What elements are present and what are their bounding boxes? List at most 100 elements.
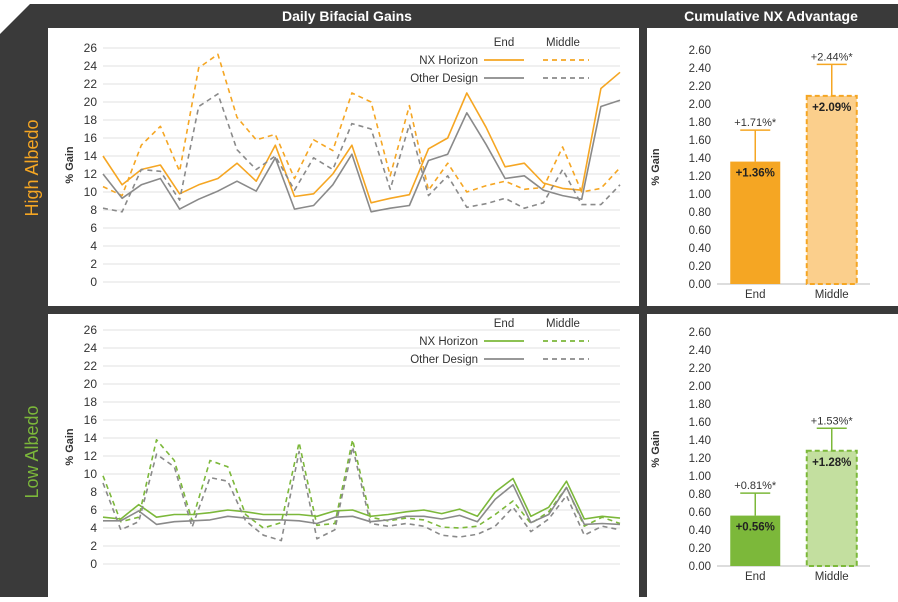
- low-daily-ytick-label: 16: [84, 413, 98, 427]
- low-daily-legend-nx: NX Horizon: [419, 336, 478, 348]
- low-cum-ylabel: % Gain: [650, 430, 662, 468]
- high-daily-series-line-0: [102, 71, 621, 204]
- high-cum-ytick-label: 1.60: [689, 135, 711, 147]
- high-daily-series-line-3: [102, 93, 621, 213]
- low-cum-data-label: +0.56%: [736, 522, 775, 534]
- high-cum-ytick-label: 1.40: [689, 153, 711, 165]
- high-daily-series-line-2: [102, 99, 621, 213]
- high-cum-x-tick-label: End: [745, 289, 765, 301]
- low-cum-ytick-label: 1.20: [689, 453, 711, 465]
- low-daily-ytick-label: 26: [84, 323, 98, 337]
- low-daily-ytick-label: 14: [84, 431, 98, 445]
- high-cum-ylabel: % Gain: [650, 148, 662, 186]
- high-cum-ytick-label: 1.80: [689, 117, 711, 129]
- low-cum-error-label: +1.53%*: [811, 415, 854, 427]
- high-cum-ytick-label: 0.40: [689, 243, 711, 255]
- high-daily-legend-col-middle: Middle: [546, 37, 580, 49]
- low-cum-error-label: +0.81%*: [734, 480, 777, 492]
- low-daily-legend-col-end: End: [494, 318, 514, 330]
- low-cum-ytick-label: 2.40: [689, 345, 711, 357]
- low-cum-ytick-label: 0.00: [689, 561, 711, 573]
- low-daily-series-line-3: [102, 446, 621, 542]
- frame-left-strip: [0, 4, 48, 597]
- low-daily-ylabel: % Gain: [64, 428, 76, 466]
- high-daily-ytick-label: 2: [90, 257, 97, 271]
- row-label-high-albedo: High Albedo: [22, 119, 42, 216]
- low-cum-ytick-label: 2.60: [689, 327, 711, 339]
- header-cumulative: Cumulative NX Advantage: [684, 8, 858, 24]
- low-daily-ytick-label: 12: [84, 449, 98, 463]
- high-cum-ytick-label: 0.80: [689, 207, 711, 219]
- high-cum-error-label: +2.44%*: [811, 51, 854, 63]
- high-cum-ytick-label: 2.20: [689, 81, 711, 93]
- high-daily-series-line-1: [102, 53, 621, 197]
- high-cum-ytick-label: 1.00: [689, 189, 711, 201]
- high-daily-legend-other: Other Design: [410, 73, 478, 85]
- high-cum-bar-end: [730, 161, 781, 284]
- high-cum-bar-middle: [805, 94, 858, 286]
- frame-row-divider: [48, 306, 898, 314]
- high-cum-ytick-label: 2.40: [689, 63, 711, 75]
- low-cum-ytick-label: 1.60: [689, 417, 711, 429]
- high-cum-error-label: +1.71%*: [734, 117, 777, 129]
- low-cum-x-tick-label: End: [745, 571, 765, 583]
- low-cum-bar-end: [730, 515, 781, 566]
- high-cum-x-tick-label: Middle: [815, 289, 849, 301]
- low-daily-ytick-label: 8: [90, 485, 97, 499]
- low-cum-data-label: +1.28%: [812, 457, 851, 469]
- header-daily: Daily Bifacial Gains: [282, 8, 412, 24]
- high-cum-data-label: +1.36%: [736, 168, 775, 180]
- low-cum-ytick-label: 0.20: [689, 543, 711, 555]
- high-daily-ytick-label: 24: [84, 59, 98, 73]
- high-daily-ytick-label: 4: [90, 239, 97, 253]
- low-cum-ytick-label: 0.80: [689, 489, 711, 501]
- high-daily-legend-col-end: End: [494, 37, 514, 49]
- low-daily-legend-col-middle: Middle: [546, 318, 580, 330]
- low-daily-ytick-label: 4: [90, 521, 97, 535]
- frame-corner-notch: [0, 4, 30, 34]
- frame-divider: [639, 4, 647, 597]
- high-daily-ytick-label: 0: [90, 275, 97, 289]
- low-cum-x-tick-label: Middle: [815, 571, 849, 583]
- high-daily-ylabel: % Gain: [64, 146, 76, 184]
- low-cum-ytick-label: 2.20: [689, 363, 711, 375]
- low-cum-ytick-label: 2.00: [689, 381, 711, 393]
- low-daily-series-line-2: [103, 483, 621, 526]
- high-daily-ytick-label: 26: [84, 41, 98, 55]
- high-daily-ytick-label: 14: [84, 149, 98, 163]
- high-daily-ytick-label: 20: [84, 95, 98, 109]
- high-cum-ytick-label: 0.20: [689, 261, 711, 273]
- low-daily-ytick-label: 20: [84, 377, 98, 391]
- low-daily-ytick-label: 0: [90, 557, 97, 571]
- low-cum-ytick-label: 1.40: [689, 435, 711, 447]
- low-daily-ytick-label: 10: [84, 467, 98, 481]
- high-cum-ytick-label: 0.00: [689, 279, 711, 291]
- high-cum-data-label: +2.09%: [812, 102, 851, 114]
- low-daily-ytick-label: 18: [84, 395, 98, 409]
- high-daily-ytick-label: 22: [84, 77, 98, 91]
- high-cum-ytick-label: 2.00: [689, 99, 711, 111]
- low-cum-bar-middle: [805, 449, 858, 567]
- low-cum-ytick-label: 0.60: [689, 507, 711, 519]
- low-daily-ytick-label: 6: [90, 503, 97, 517]
- frame-top-bar: [0, 4, 898, 28]
- high-daily-ytick-label: 10: [84, 185, 98, 199]
- high-daily-ytick-label: 12: [84, 167, 98, 181]
- low-daily-ytick-label: 2: [90, 539, 97, 553]
- low-cum-ytick-label: 1.00: [689, 471, 711, 483]
- high-cum-ytick-label: 0.60: [689, 225, 711, 237]
- high-daily-ytick-label: 16: [84, 131, 98, 145]
- low-cum-ytick-label: 1.80: [689, 399, 711, 411]
- row-label-low-albedo: Low Albedo: [22, 405, 42, 498]
- high-daily-ytick-label: 8: [90, 203, 97, 217]
- high-daily-legend-nx: NX Horizon: [419, 55, 478, 67]
- high-cum-ytick-label: 2.60: [689, 45, 711, 57]
- low-daily-ytick-label: 22: [84, 359, 98, 373]
- high-cum-ytick-label: 1.20: [689, 171, 711, 183]
- high-daily-ytick-label: 18: [84, 113, 98, 127]
- low-cum-ytick-label: 0.40: [689, 525, 711, 537]
- low-daily-legend-other: Other Design: [410, 354, 478, 366]
